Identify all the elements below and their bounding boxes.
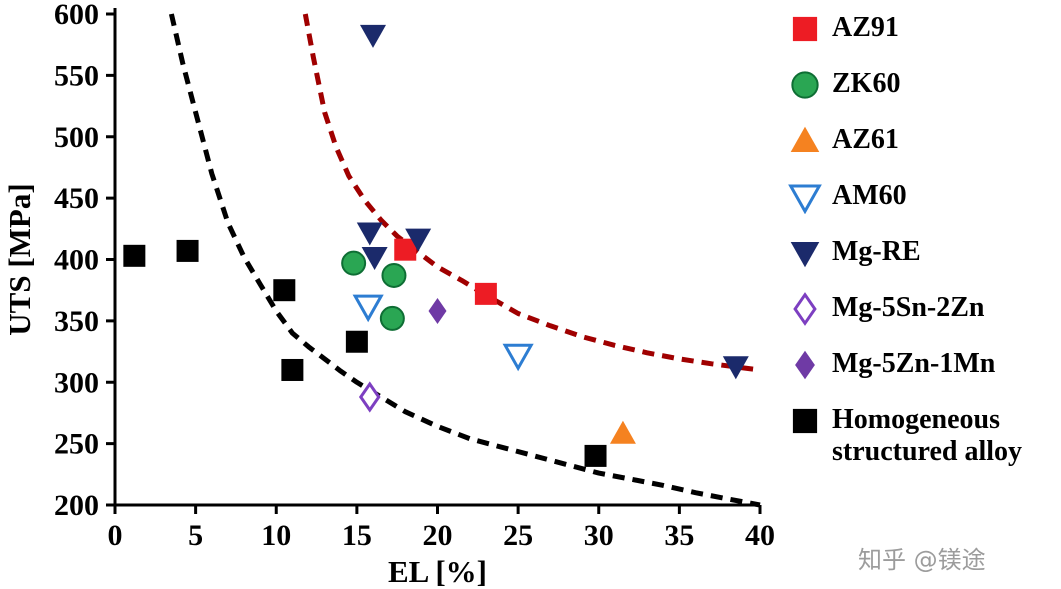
series-mg-5sn-2zn [358,381,381,413]
legend-item-mg-5sn-2zn: Mg-5Sn-2Zn [786,292,1056,326]
x-tick-label: 35 [664,519,694,552]
legend-item-mg-5zn-1mn: Mg-5Zn-1Mn [786,348,1056,382]
legend-label: Mg-5Sn-2Zn [832,292,985,323]
legend-label: AM60 [832,180,907,211]
point-circle [341,250,367,276]
point-circle [791,71,819,99]
point-circle [379,305,405,331]
series-am60 [352,294,534,372]
legend-label: AZ91 [832,12,899,43]
x-tick-label: 10 [261,519,291,552]
y-axis-title: UTS [MPa] [2,183,37,335]
point-triangle-down [361,247,388,271]
y-tick-label: 550 [54,59,99,92]
point-triangle-down [790,242,820,268]
legend-item-zk60: ZK60 [786,68,1056,102]
y-tick-label: 350 [54,305,99,338]
square-icon [792,408,818,434]
upper-bound-curve [302,13,761,373]
legend: AZ91 ZK60 AZ61 AM60 Mg-RE Mg-5Sn-2Zn Mg-5Zn-1M… [786,12,1056,468]
series-az61 [609,420,636,444]
y-tick-label: 500 [54,121,99,154]
diamond-icon [795,350,815,380]
x-tick-label: 15 [342,519,372,552]
point-square [123,244,146,267]
legend-item-mg-re: Mg-RE [786,236,1056,270]
point-circle [381,262,407,288]
x-tick-label: 20 [423,519,453,552]
series-mg-5zn-1mn [428,298,447,325]
lower-bound-curve [168,13,761,508]
y-tick-label: 400 [54,244,99,277]
legend-label: Mg-RE [832,236,921,267]
point-square [345,330,368,353]
legend-label: Homogeneous structured alloy [832,404,1023,468]
legend-item-homogeneous-structured-alloy: Homogeneous structured alloy [786,404,1056,468]
point-triangle-down [405,228,432,252]
legend-label: ZK60 [832,68,901,99]
series-az91 [394,238,497,305]
point-diamond-open [358,381,381,413]
x-axis-title: EL [%] [388,554,487,589]
x-tick-label: 5 [188,519,203,552]
series-zk60 [341,250,407,331]
series-mg-re [356,24,749,380]
triangle-down-open-icon [788,184,822,214]
y-tick-label: 600 [54,0,99,31]
point-square [394,238,417,261]
legend-item-am60: AM60 [786,180,1056,214]
x-tick-label: 40 [745,519,775,552]
point-triangle-down-open [502,343,534,372]
watermark: 知乎 @镁途 [858,546,986,574]
point-square [792,16,818,42]
square-icon [792,16,818,42]
point-triangle-down [722,356,749,380]
point-square [792,408,818,434]
point-triangle-up [790,126,820,152]
legend-label: AZ61 [832,124,899,155]
legend-item-az61: AZ61 [786,124,1056,158]
point-triangle-down [356,222,383,246]
point-triangle-up [609,420,636,444]
y-tick-label: 250 [54,428,99,461]
series-homogeneous-structured-alloy [123,239,607,467]
diamond-open-icon [793,292,817,326]
point-diamond [795,350,815,380]
triangle-down-icon [790,242,820,268]
point-square [281,358,304,381]
y-tick-label: 300 [54,366,99,399]
circle-icon [791,71,819,99]
point-square [273,279,296,302]
x-tick-label: 30 [584,519,614,552]
point-triangle-down-open [788,184,822,214]
point-diamond [428,298,447,325]
x-tick-label: 0 [108,519,123,552]
triangle-up-icon [790,126,820,152]
x-tick-label: 25 [503,519,533,552]
point-square [474,282,497,305]
legend-item-az91: AZ91 [786,12,1056,46]
legend-label: Mg-5Zn-1Mn [832,348,996,379]
point-diamond-open [793,292,817,326]
y-tick-label: 200 [54,489,99,522]
point-triangle-down-open [352,294,384,323]
point-square [176,239,199,262]
y-tick-label: 450 [54,182,99,215]
point-triangle-down [360,24,386,48]
point-square [584,444,607,467]
